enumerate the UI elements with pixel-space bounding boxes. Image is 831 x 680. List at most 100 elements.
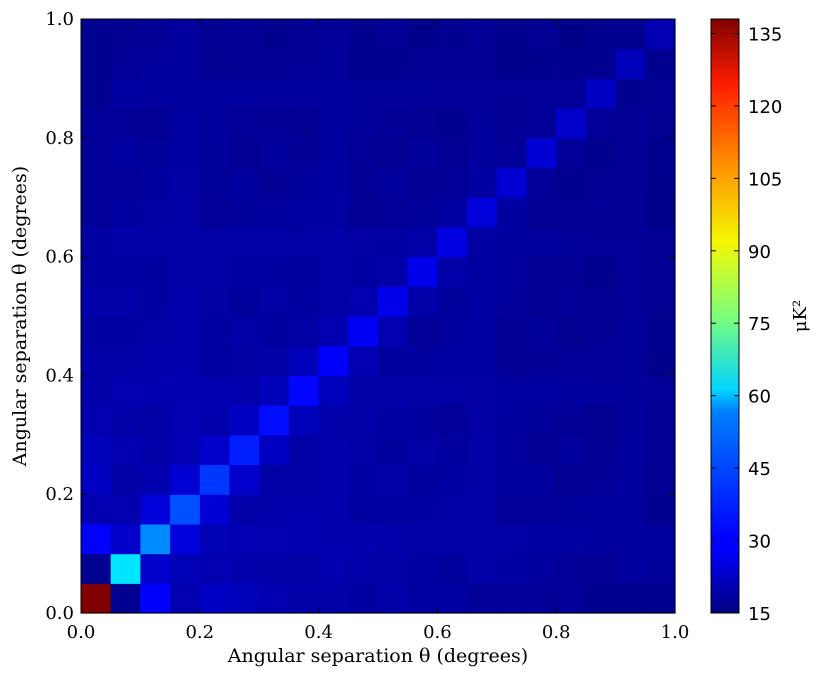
- heatmap-cell: [526, 375, 557, 406]
- heatmap-cell: [645, 375, 676, 406]
- heatmap-cell: [259, 286, 290, 317]
- heatmap-cell: [437, 345, 468, 376]
- heatmap-cell: [318, 137, 349, 169]
- heatmap-cell: [348, 523, 379, 555]
- heatmap-cell: [140, 197, 171, 228]
- heatmap-cell: [288, 523, 320, 555]
- heatmap-cell: [288, 434, 320, 466]
- heatmap-cell: [556, 167, 587, 198]
- heatmap-cell: [348, 226, 379, 258]
- heatmap-cell: [407, 405, 438, 436]
- heatmap-cell: [645, 553, 676, 584]
- heatmap-cell: [407, 553, 438, 584]
- heatmap-cell: [378, 375, 409, 406]
- heatmap-cell: [585, 197, 617, 228]
- heatmap-cell: [437, 48, 468, 79]
- heatmap-cell: [645, 197, 676, 228]
- heatmap-cell: [140, 434, 171, 466]
- heatmap-cell: [378, 583, 409, 614]
- heatmap-cell: [437, 167, 468, 198]
- heatmap-cell: [437, 494, 468, 525]
- heatmap-cell: [526, 523, 557, 555]
- heatmap-cell: [467, 167, 498, 198]
- heatmap-cell: [140, 464, 171, 495]
- heatmap-cell: [496, 405, 528, 436]
- heatmap-cell: [348, 375, 379, 406]
- heatmap-cell: [81, 19, 112, 50]
- heatmap-cell: [259, 583, 290, 614]
- heatmap-cell: [407, 48, 438, 79]
- heatmap-cell: [318, 78, 349, 109]
- heatmap-cell: [170, 434, 201, 466]
- heatmap-cell: [140, 78, 171, 109]
- heatmap-cell: [81, 197, 112, 228]
- heatmap-cell: [378, 226, 409, 258]
- colorbar-label: μK²: [790, 300, 811, 332]
- heatmap-cell: [199, 286, 231, 317]
- heatmap-cell: [585, 226, 617, 258]
- heatmap-cell: [496, 226, 528, 258]
- heatmap-cell: [556, 137, 587, 169]
- y-tick-label: 0.4: [45, 365, 74, 386]
- heatmap-cell: [259, 108, 290, 139]
- heatmap-cell: [229, 553, 260, 584]
- heatmap-cell: [496, 316, 528, 347]
- heatmap-cell: [526, 405, 557, 436]
- heatmap-cell: [229, 108, 260, 139]
- heatmap-cell: [81, 375, 112, 406]
- heatmap-cell: [437, 553, 468, 584]
- heatmap-cell: [348, 108, 379, 139]
- heatmap-cell: [140, 316, 171, 347]
- heatmap-cell: [259, 316, 290, 347]
- heatmap-cell: [81, 48, 112, 79]
- heatmap-cell: [348, 78, 379, 109]
- heatmap-cell: [288, 316, 320, 347]
- heatmap-cell: [288, 464, 320, 495]
- heatmap-cell: [288, 197, 320, 228]
- heatmap-cell: [556, 434, 587, 466]
- heatmap-cell: [140, 256, 171, 287]
- heatmap-cell: [467, 316, 498, 347]
- colorbar-ticks: 15 30 45 60 75 90 105 120 135: [711, 24, 782, 625]
- heatmap-cell: [467, 197, 498, 228]
- heatmap-cell: [615, 494, 646, 525]
- heatmap-cell: [378, 316, 409, 347]
- heatmap-cell: [81, 553, 112, 584]
- heatmap-cell: [229, 345, 260, 376]
- heatmap-cell: [645, 583, 676, 614]
- heatmap-cell: [170, 405, 201, 436]
- heatmap-cell: [585, 523, 617, 555]
- heatmap-cell: [140, 375, 171, 406]
- heatmap-cell: [496, 286, 528, 317]
- heatmap-cell: [496, 78, 528, 109]
- heatmap-cell: [615, 48, 646, 79]
- heatmap-cell: [199, 316, 231, 347]
- heatmap-cell: [526, 197, 557, 228]
- heatmap-cell: [288, 286, 320, 317]
- heatmap-cell: [259, 523, 290, 555]
- heatmap-cell: [110, 434, 141, 466]
- heatmap-cell: [585, 434, 617, 466]
- heatmap-cell: [437, 197, 468, 228]
- heatmap-cell: [199, 464, 231, 495]
- x-tick-label: 0.4: [304, 622, 333, 643]
- colorbar-tick-label: 30: [748, 532, 771, 553]
- heatmap-cell: [288, 19, 320, 50]
- heatmap-cell: [526, 434, 557, 466]
- heatmap-cell: [318, 316, 349, 347]
- heatmap-cell: [199, 197, 231, 228]
- heatmap-cell: [170, 197, 201, 228]
- heatmap-cell: [288, 256, 320, 287]
- heatmap-cell: [645, 316, 676, 347]
- heatmap-cell: [467, 19, 498, 50]
- heatmap-cell: [556, 78, 587, 109]
- heatmap-cell: [199, 523, 231, 555]
- heatmap-cell: [496, 137, 528, 169]
- heatmap-cell: [318, 226, 349, 258]
- heatmap-cell: [170, 167, 201, 198]
- heatmap-cell: [229, 316, 260, 347]
- heatmap-cell: [615, 553, 646, 584]
- heatmap-cell: [140, 19, 171, 50]
- heatmap-cell: [585, 464, 617, 495]
- heatmap-cell: [496, 434, 528, 466]
